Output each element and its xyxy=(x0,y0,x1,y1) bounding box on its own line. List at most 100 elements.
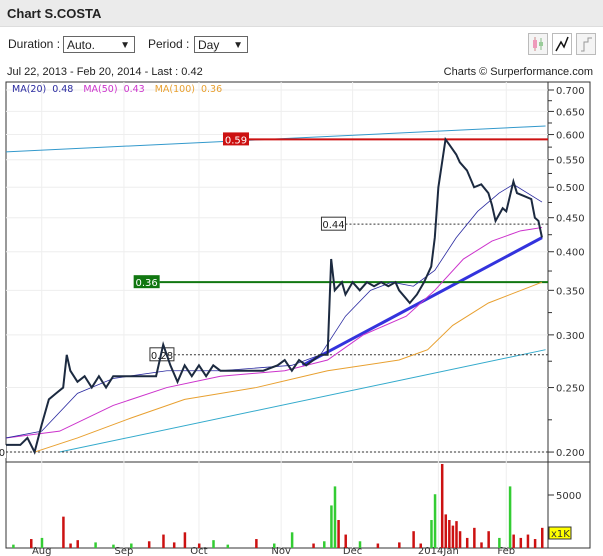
period-label: Period : xyxy=(148,37,190,51)
x-tick-label: Sep xyxy=(114,546,133,556)
line-chart-button[interactable] xyxy=(552,33,572,55)
chevron-down-icon: ▼ xyxy=(233,40,243,51)
volume-bar xyxy=(533,539,537,548)
level-badge xyxy=(320,216,346,231)
volume-bar xyxy=(487,531,490,548)
level-badge xyxy=(0,445,6,459)
legend-value: 0.48 xyxy=(52,84,73,95)
volume-bar xyxy=(69,543,72,548)
level-label: 0.28 xyxy=(151,351,173,362)
level-badge xyxy=(222,132,249,146)
legend-label: MA(50) xyxy=(83,84,117,95)
ma100-line xyxy=(34,281,543,453)
volume-tick-label: 5000 xyxy=(556,491,581,502)
y-tick-label: 0.200 xyxy=(556,448,585,459)
volume-bar xyxy=(273,543,276,548)
y-tick-label: 0.350 xyxy=(556,286,585,297)
chart-credit: Charts © Surperformance.com xyxy=(443,66,593,78)
step-chart-button[interactable] xyxy=(576,33,596,55)
volume-bar xyxy=(526,534,530,548)
volume-bar xyxy=(519,537,523,548)
x-tick-label: Aug xyxy=(32,546,52,556)
level-label: 0.59 xyxy=(225,135,247,146)
volume-bar xyxy=(451,525,455,548)
volume-unit-badge xyxy=(548,526,572,540)
volume-bar xyxy=(30,539,33,548)
legend-label: MA(100) xyxy=(155,84,195,95)
ma50-line xyxy=(5,226,543,439)
volume-bar xyxy=(419,543,423,548)
volume-bar xyxy=(312,543,315,548)
x-tick-label: Nov xyxy=(271,546,291,556)
volume-bar xyxy=(226,544,230,548)
volume-bar xyxy=(94,542,97,548)
duration-select[interactable]: Auto. ▼ xyxy=(63,36,135,53)
volume-bar xyxy=(255,539,258,548)
y-tick-label: 0.300 xyxy=(556,331,585,342)
title-bar: Chart S.COSTA xyxy=(0,0,603,27)
volume-bar xyxy=(444,514,448,548)
volume-bar xyxy=(112,544,115,548)
volume-bar xyxy=(433,494,437,548)
volume-bar xyxy=(440,464,444,548)
x-tick-label: Feb xyxy=(497,546,515,556)
volume-bar xyxy=(480,542,483,548)
volume-bar xyxy=(212,540,215,548)
volume-bar xyxy=(344,534,347,548)
volume-bar xyxy=(430,520,433,548)
volume-bar xyxy=(498,537,501,548)
volume-bar xyxy=(473,527,476,548)
line-chart-icon xyxy=(555,36,569,52)
volume-bar xyxy=(398,542,401,548)
candlestick-button[interactable] xyxy=(528,33,548,55)
volume-bar xyxy=(172,542,176,548)
volume-bar xyxy=(290,532,294,548)
ma20-line xyxy=(5,183,543,439)
step-chart-icon xyxy=(581,37,592,52)
legend-value: 0.36 xyxy=(201,84,222,95)
volume-bar xyxy=(508,486,512,548)
y-tick-label: 0.550 xyxy=(556,156,585,167)
y-tick-label: 0.500 xyxy=(556,183,585,194)
volume-bar xyxy=(412,531,415,548)
volume-bar xyxy=(197,543,201,548)
volume-bar xyxy=(358,541,362,548)
legend-label: MA(20) xyxy=(12,84,46,95)
volume-bar xyxy=(333,486,337,548)
period-select[interactable]: Day ▼ xyxy=(194,36,248,53)
level-badge xyxy=(133,275,160,289)
volume-unit-label: x1K xyxy=(551,529,570,540)
volume-bar xyxy=(130,543,133,548)
volume-bar xyxy=(40,537,44,548)
level-label: 0.44 xyxy=(322,220,344,231)
volume-bar xyxy=(465,537,469,548)
level-label: 0.36 xyxy=(136,278,158,289)
y-tick-label: 0.600 xyxy=(556,131,585,142)
volume-bar xyxy=(147,541,151,548)
volume-bar xyxy=(541,527,544,548)
volume-bar xyxy=(162,534,165,548)
chart-frame xyxy=(5,81,591,549)
volume-bar xyxy=(376,543,380,548)
page-title: Chart S.COSTA xyxy=(7,6,102,21)
volume-bar xyxy=(455,521,458,548)
x-tick-label: Dec xyxy=(343,546,362,556)
volume-bar xyxy=(323,541,326,548)
candlestick-icon xyxy=(533,37,543,51)
volume-bar xyxy=(337,520,340,548)
chevron-down-icon: ▼ xyxy=(120,40,130,51)
volume-bar xyxy=(448,520,451,548)
volume-bar xyxy=(12,544,15,548)
x-tick-label: Oct xyxy=(190,546,207,556)
y-tick-label: 0.450 xyxy=(556,214,585,225)
price-line xyxy=(6,136,543,455)
legend-value: 0.43 xyxy=(124,84,145,95)
level-label: 0.20 xyxy=(0,448,5,459)
volume-bar xyxy=(330,505,333,548)
x-tick-label: 2014Jan xyxy=(418,546,459,556)
period-value: Day xyxy=(198,38,220,52)
trendline xyxy=(59,349,546,453)
date-range-info: Jul 22, 2013 - Feb 20, 2014 - Last : 0.4… xyxy=(7,66,203,78)
volume-bar xyxy=(76,540,79,548)
